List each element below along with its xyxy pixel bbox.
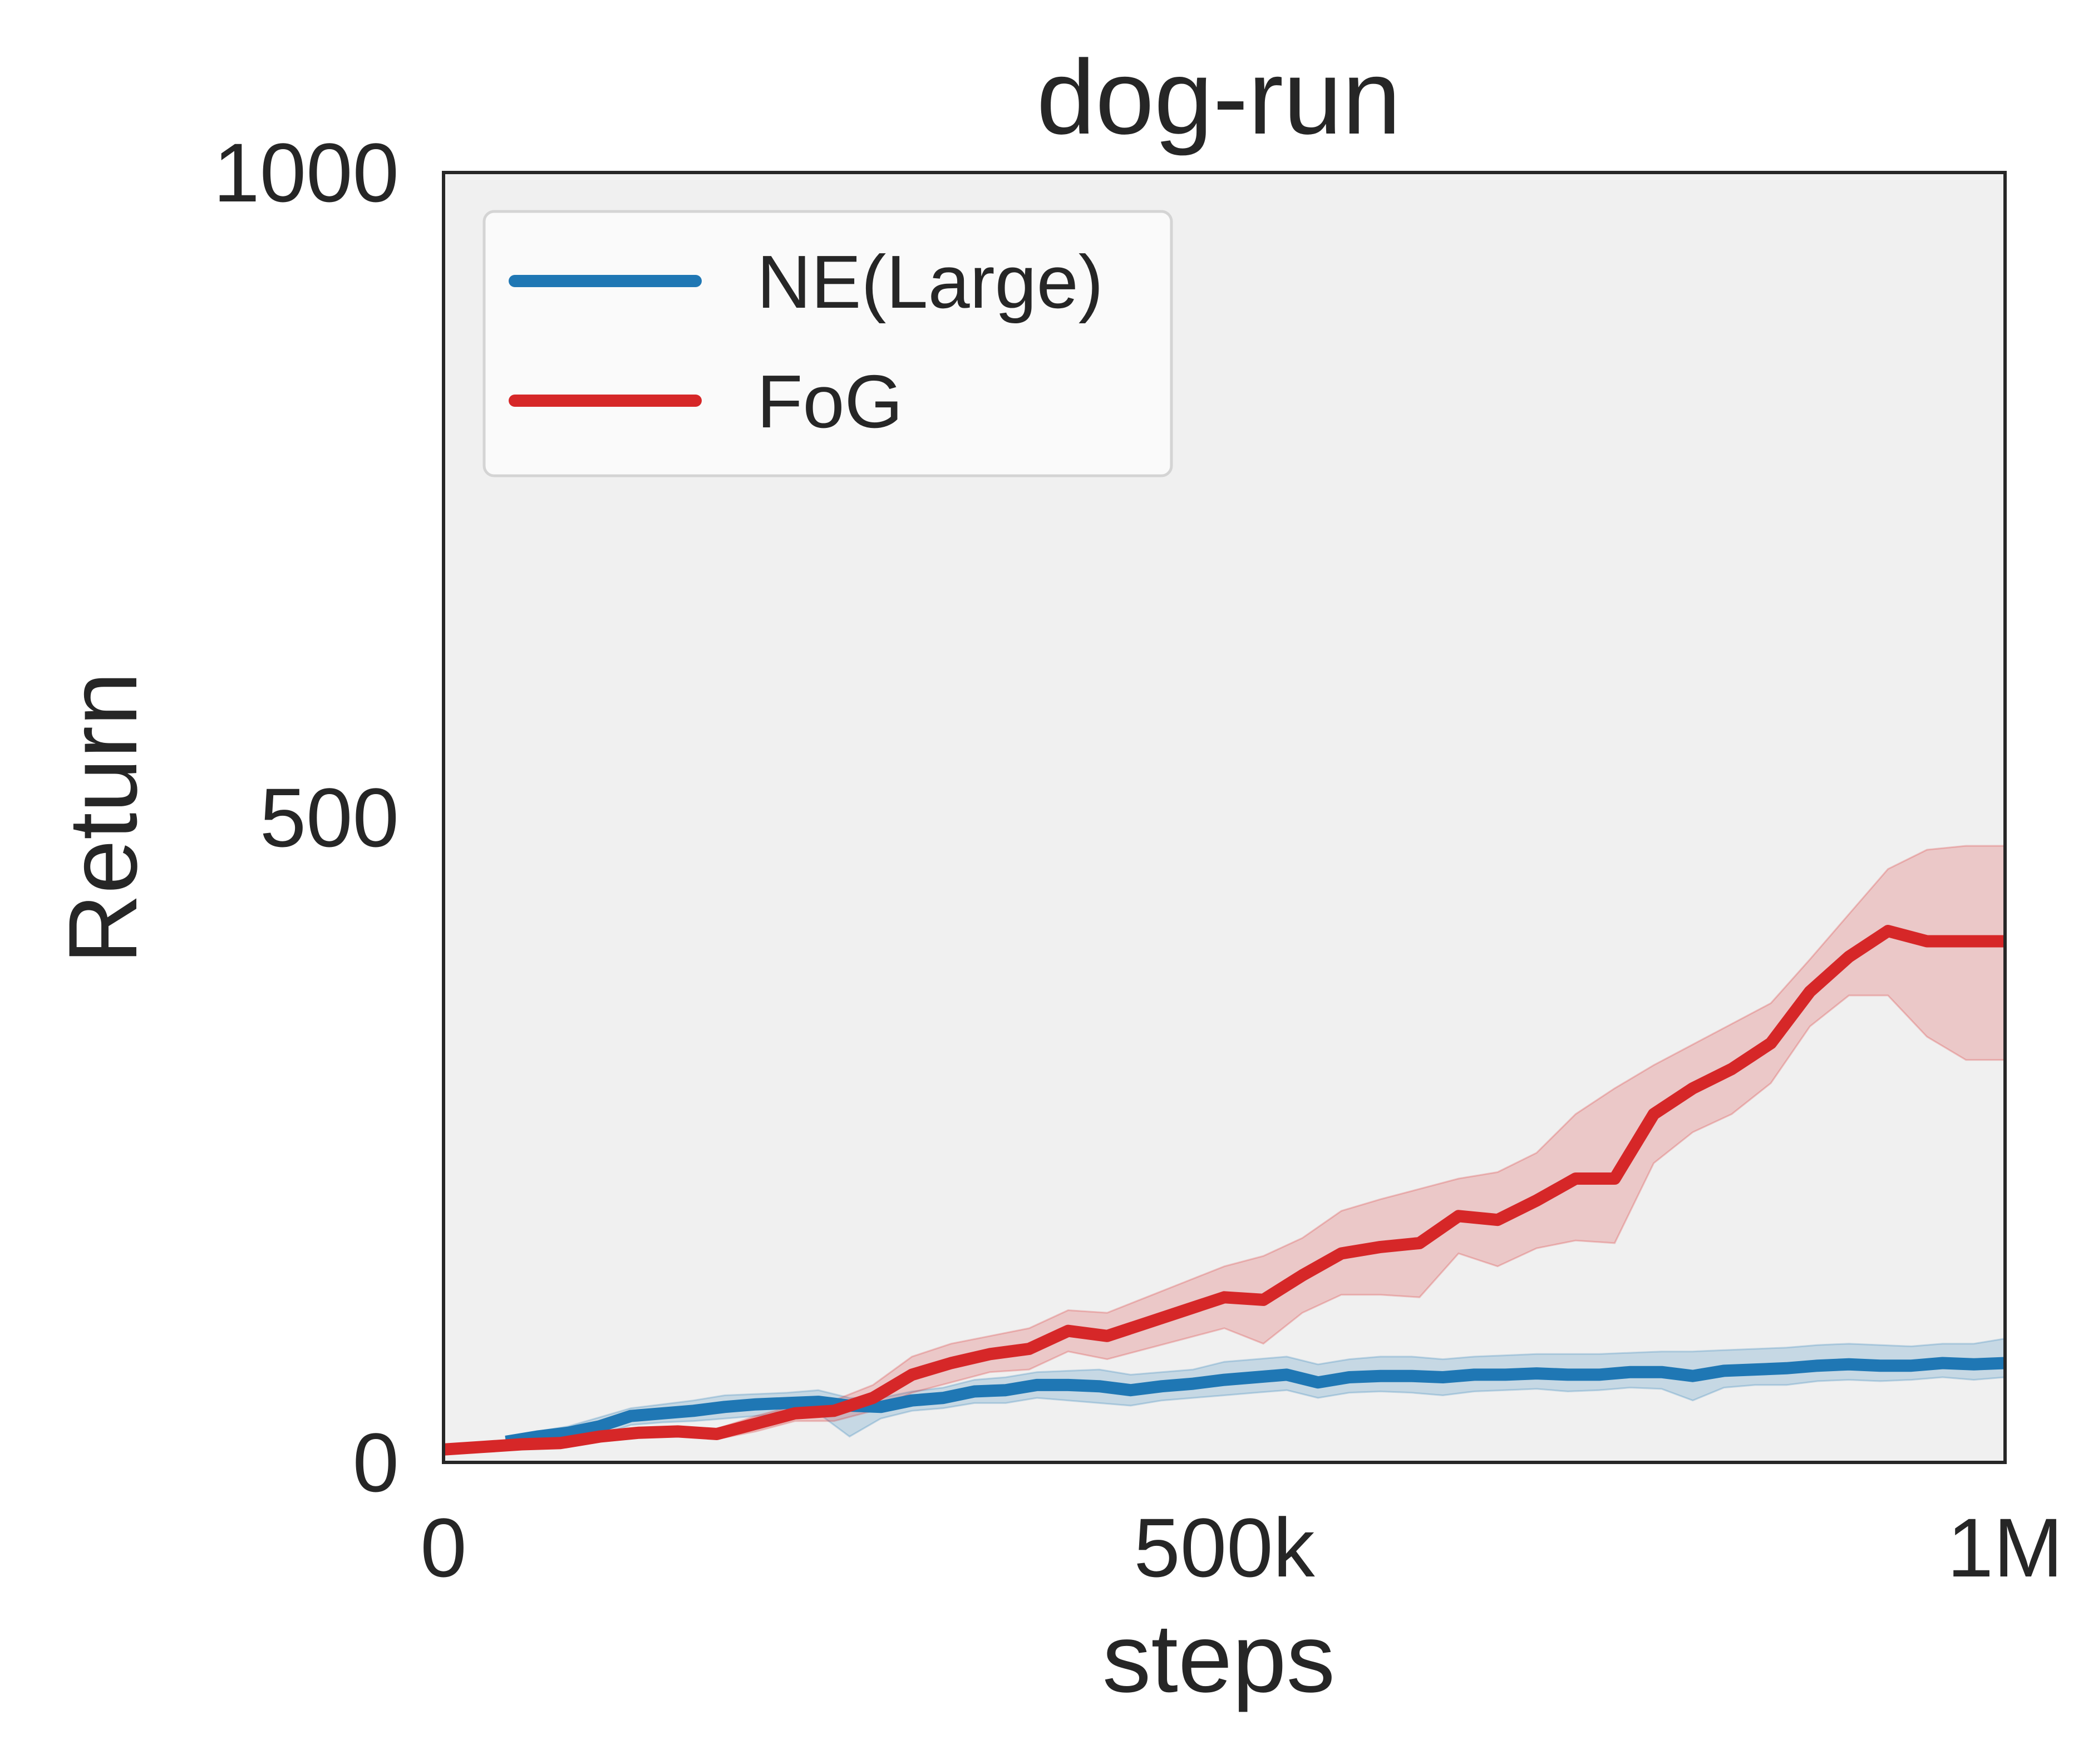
x-tick-label: 1M [1947,1501,2063,1594]
legend: NE(Large) FoG [482,210,1173,477]
legend-label-fog: FoG [757,359,903,444]
y-tick-label: 500 [260,771,399,864]
chart-title: dog-run [1037,38,1401,156]
legend-label-ne-large: NE(Large) [757,240,1104,324]
series-lines [443,925,2006,1456]
series-line-fog [443,925,2005,1456]
x-tick-label: 0 [420,1501,466,1594]
axis-ticks: 0 500k 1M 0 500 1000 [213,126,2063,1594]
series-line-ne-large [505,1357,2006,1448]
y-tick-label: 1000 [213,126,399,219]
x-tick-label: 500k [1134,1501,1315,1594]
legend-items: NE(Large) FoG [509,240,1104,444]
x-axis-label: steps [1102,1604,1335,1713]
plot-frame [442,171,2007,1464]
y-axis-label: Return [49,672,157,964]
y-tick-label: 0 [353,1416,399,1509]
